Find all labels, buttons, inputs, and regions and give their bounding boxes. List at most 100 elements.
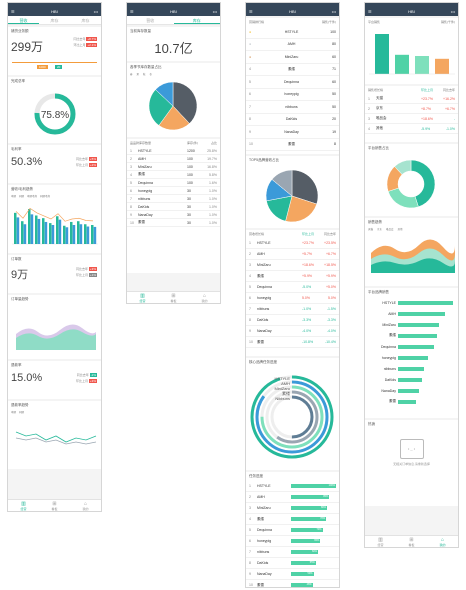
table-row: 9 NanaDay 30 1.0%: [127, 211, 220, 219]
brand-name: Dequinna: [284, 79, 299, 84]
progress-fill: 80%: [291, 506, 327, 510]
list-item: 9 NanaDay 19: [246, 126, 339, 139]
hbar: [398, 399, 416, 404]
rank-number: 2: [249, 252, 251, 256]
platform-brand-card: 平台品牌销售 HSTYLE AMH MiniZaru 素缕 Dequinna honeyp…: [365, 288, 458, 418]
rank-number: 7: [249, 550, 251, 554]
sales-value: 8: [334, 142, 336, 147]
progress-fill: 50%: [291, 572, 314, 576]
tabbar-item-board[interactable]: ⊞ 看板: [158, 292, 189, 303]
progress-fill: 100%: [291, 484, 336, 488]
more-icon[interactable]: •••: [450, 9, 455, 14]
table-row: 3 MiniZaru 100 16.8%: [127, 163, 220, 171]
bar: [16, 217, 20, 244]
inventory-value: 10.7亿: [154, 41, 193, 56]
menu-icon[interactable]: ☰: [368, 9, 372, 14]
tab-inventory[interactable]: 库存: [173, 16, 220, 24]
list-item: 5 Dequinna 70%: [246, 525, 339, 536]
platform-bar-title: 平台销售: [368, 20, 381, 24]
tabbar-item-mine[interactable]: ⌂ 我的: [427, 536, 458, 547]
brand-name: MiniZaru: [257, 506, 271, 510]
list-item: 5 Dequinna 60: [246, 76, 339, 89]
col-header[interactable]: 环比上月: [421, 88, 434, 92]
more-icon[interactable]: •••: [212, 9, 217, 14]
brand-name: Dequinna: [257, 528, 272, 532]
hbar: [398, 300, 453, 305]
tabbar-item-business[interactable]: ▥ 经营: [365, 536, 396, 547]
rank-number: 5: [130, 180, 132, 185]
tab-inventory-2[interactable]: 库存: [81, 18, 90, 23]
return-value: 15.0%: [11, 372, 43, 384]
platform-name: 唯品会: [376, 116, 387, 120]
col-header[interactable]: 环比上月: [302, 232, 315, 236]
tabbar-item-mine[interactable]: ⌂ 我的: [189, 292, 220, 303]
rank-number: 1: [368, 96, 370, 101]
inventory-share: 16.8%: [207, 164, 217, 169]
progress-bar: 48%: [291, 583, 336, 587]
progress-fill: 60%: [291, 550, 318, 554]
table-row: 8 DaKids 30 1.0%: [127, 203, 220, 211]
table-row: 5 Dequinna 100 1.6%: [127, 179, 220, 187]
list-item: ● HSTYLE 100: [246, 26, 339, 39]
progress-bar: 80%: [291, 506, 336, 510]
return-trend-card: 退款率趋势 本期 同期: [8, 401, 101, 469]
brand-name: honeypig: [381, 355, 396, 360]
brand-name: AMH: [257, 252, 265, 256]
hbar: [398, 322, 440, 327]
bar: [58, 219, 62, 244]
sales-tooltip-2: 20: [55, 65, 63, 69]
tab-sales[interactable]: 营收: [146, 18, 155, 23]
more-icon[interactable]: •••: [93, 9, 98, 14]
yoy-change: -: [453, 116, 455, 121]
menu-icon[interactable]: ☰: [130, 9, 134, 14]
legend-item: 唯品会: [386, 228, 394, 231]
menu-icon[interactable]: ☰: [249, 9, 253, 14]
bar: [14, 212, 17, 244]
brand-name: nibbuns: [285, 104, 298, 109]
tabbar-item-business[interactable]: ▥ 经营: [8, 500, 39, 511]
sales-label: 铺货业务额: [11, 29, 29, 33]
brand-name: nibbuns: [257, 550, 270, 554]
bar: [23, 224, 27, 244]
tabbar-item-business[interactable]: ▥ 经营: [127, 292, 158, 303]
return-label: 退款率: [11, 363, 22, 367]
list-item: 6 honeypig 65%: [246, 536, 339, 547]
growth-title: 营收增长榜: [249, 232, 265, 236]
orders-mom: 环比上月 +1%: [76, 273, 97, 277]
tab-sales[interactable]: 营收: [8, 16, 39, 24]
rate-card: 完成总率 75.8%: [8, 77, 101, 143]
rank-number: 10: [130, 220, 134, 225]
col-header[interactable]: 同比去年: [442, 88, 455, 92]
pie-slice: [148, 89, 174, 126]
brand-name: MiniZaru: [138, 164, 152, 169]
mom-change: 5.0%: [302, 296, 310, 300]
rank-number: 10: [249, 340, 253, 344]
col-header: 库存(件): [187, 141, 198, 145]
hbar: [398, 366, 425, 371]
yoy-change: +18.5%: [324, 263, 336, 267]
orders-label: 订单数: [11, 257, 22, 261]
tab-inventory[interactable]: 库存: [50, 18, 59, 23]
gross-label: 毛利率: [11, 147, 22, 151]
rank-number: 6: [249, 92, 251, 97]
tabbar-item-board[interactable]: ⊞ 看板: [39, 500, 70, 511]
col-header[interactable]: 同比去年: [323, 232, 336, 236]
list-item: 1 天猫 +23.7% +16.2%: [365, 94, 458, 104]
list-item: HSTYLE: [365, 297, 458, 308]
menu-icon[interactable]: ☰: [11, 9, 15, 14]
yoy-change: -10.4%: [324, 340, 336, 344]
bar-chart-icon: ▥: [140, 293, 145, 299]
tab-bar: ▥ 经营 ⊞ 看板 ⌂ 我的: [365, 535, 458, 547]
tabbar-item-board[interactable]: ⊞ 看板: [396, 536, 427, 547]
rank-list: 1 HSTYLE 100% 2 AMH 85% 3 MiniZaru 80% 4 素缕 78% 5 Deq…: [246, 481, 339, 587]
bar-chart-icon: ▥: [21, 501, 26, 507]
yoy-change: -3.3%: [326, 318, 336, 322]
pie-slice: [285, 195, 318, 223]
gross-value: 50.3%: [11, 156, 43, 168]
more-icon[interactable]: •••: [331, 9, 336, 14]
tabbar-item-mine[interactable]: ⌂ 我的: [70, 500, 101, 511]
empty-title: 热销: [368, 422, 375, 426]
brand-name: 素雪: [257, 582, 264, 587]
list-item: DaKids: [365, 374, 458, 385]
table-row: 6 honeypig 30 1.0%: [127, 187, 220, 195]
